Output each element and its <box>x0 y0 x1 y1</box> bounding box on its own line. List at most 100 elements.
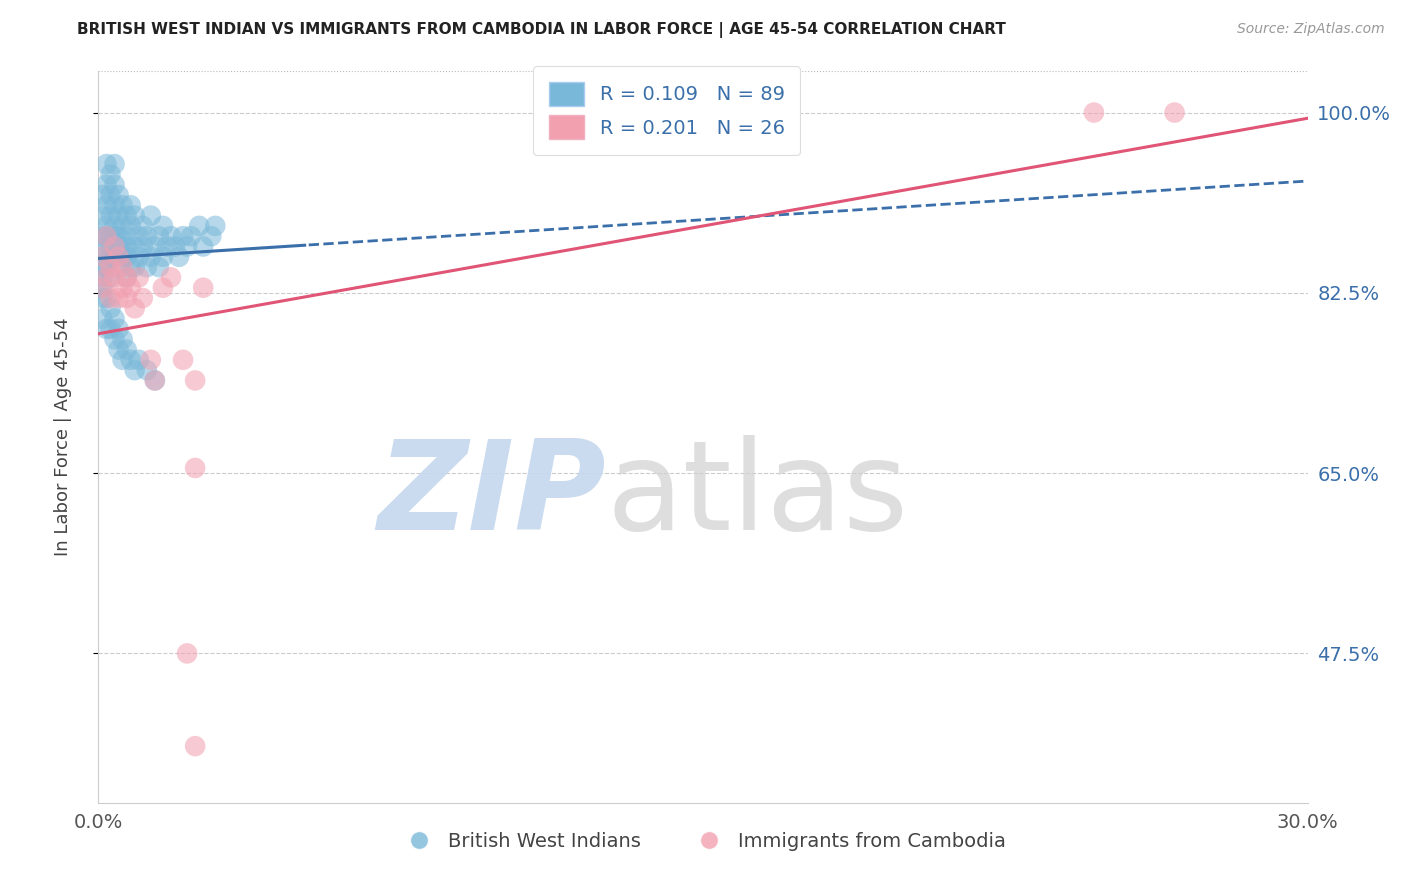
Point <box>128 270 150 285</box>
Point <box>100 167 122 181</box>
Point <box>96 157 118 171</box>
Point <box>96 198 118 212</box>
Point <box>100 291 122 305</box>
Point <box>96 322 118 336</box>
Point <box>132 239 155 253</box>
Point <box>115 229 138 244</box>
Text: atlas: atlas <box>606 435 908 556</box>
Point <box>91 239 114 253</box>
Point <box>100 209 122 223</box>
Point <box>111 260 134 274</box>
Text: Source: ZipAtlas.com: Source: ZipAtlas.com <box>1237 22 1385 37</box>
Point <box>143 373 166 387</box>
Point <box>111 219 134 233</box>
Point <box>204 219 226 233</box>
Point <box>111 250 134 264</box>
Point <box>132 219 155 233</box>
Point <box>96 178 118 192</box>
Point <box>103 157 125 171</box>
Point <box>128 352 150 367</box>
Point <box>163 239 186 253</box>
Point <box>91 311 114 326</box>
Point <box>200 229 222 244</box>
Y-axis label: In Labor Force | Age 45-54: In Labor Force | Age 45-54 <box>53 318 72 557</box>
Point <box>156 239 179 253</box>
Point <box>103 229 125 244</box>
Point <box>91 291 114 305</box>
Point <box>100 229 122 244</box>
Point <box>115 343 138 357</box>
Point <box>135 260 157 274</box>
Text: BRITISH WEST INDIAN VS IMMIGRANTS FROM CAMBODIA IN LABOR FORCE | AGE 45-54 CORRE: BRITISH WEST INDIAN VS IMMIGRANTS FROM C… <box>77 22 1007 38</box>
Point <box>111 332 134 346</box>
Point <box>152 219 174 233</box>
Point <box>143 239 166 253</box>
Point <box>193 281 215 295</box>
Point <box>103 311 125 326</box>
Point <box>120 198 142 212</box>
Point <box>1083 105 1105 120</box>
Point <box>139 352 162 367</box>
Point <box>128 250 150 264</box>
Point <box>96 229 118 244</box>
Text: ZIP: ZIP <box>378 435 606 556</box>
Point <box>96 291 118 305</box>
Point <box>100 188 122 202</box>
Point <box>91 188 114 202</box>
Point <box>184 739 207 753</box>
Legend: British West Indians, Immigrants from Cambodia: British West Indians, Immigrants from Ca… <box>392 824 1014 859</box>
Point <box>172 352 194 367</box>
Point <box>100 239 122 253</box>
Point <box>184 461 207 475</box>
Point <box>139 209 162 223</box>
Point <box>107 209 129 223</box>
Point <box>111 198 134 212</box>
Point <box>107 291 129 305</box>
Point <box>115 239 138 253</box>
Point <box>148 229 170 244</box>
Point <box>1163 105 1185 120</box>
Point <box>152 250 174 264</box>
Point <box>115 250 138 264</box>
Point <box>100 260 122 274</box>
Point <box>152 281 174 295</box>
Point <box>91 229 114 244</box>
Point <box>103 178 125 192</box>
Point <box>100 301 122 316</box>
Point <box>100 322 122 336</box>
Point <box>91 260 114 274</box>
Point <box>111 352 134 367</box>
Point <box>176 647 198 661</box>
Point <box>103 239 125 253</box>
Point <box>148 260 170 274</box>
Point <box>91 281 114 295</box>
Point <box>103 198 125 212</box>
Point <box>176 239 198 253</box>
Point <box>128 229 150 244</box>
Point <box>160 270 183 285</box>
Point <box>111 281 134 295</box>
Point <box>193 239 215 253</box>
Point <box>124 239 146 253</box>
Point <box>124 209 146 223</box>
Point <box>107 188 129 202</box>
Point <box>132 291 155 305</box>
Point <box>143 373 166 387</box>
Point <box>103 270 125 285</box>
Point <box>103 332 125 346</box>
Point <box>91 209 114 223</box>
Point <box>120 219 142 233</box>
Point <box>91 281 114 295</box>
Point <box>107 322 129 336</box>
Point <box>107 239 129 253</box>
Point <box>96 229 118 244</box>
Point <box>100 270 122 285</box>
Point <box>107 260 129 274</box>
Point <box>96 219 118 233</box>
Point <box>96 260 118 274</box>
Point <box>124 260 146 274</box>
Point <box>107 250 129 264</box>
Point <box>120 281 142 295</box>
Point <box>139 250 162 264</box>
Point <box>91 250 114 264</box>
